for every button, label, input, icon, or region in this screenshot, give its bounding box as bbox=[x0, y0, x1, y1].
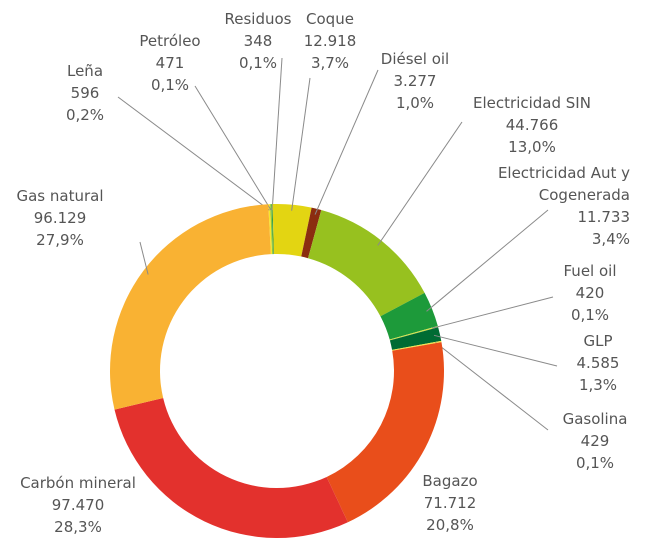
label-name: Coque bbox=[306, 10, 354, 28]
leader-line bbox=[314, 69, 379, 215]
label-value: 96.129 bbox=[33, 209, 87, 227]
label-name: GLP bbox=[583, 332, 613, 350]
leader-line bbox=[194, 85, 272, 211]
leader-line bbox=[291, 77, 311, 211]
segment-label: Carbón mineral 97.470 28,3% bbox=[3, 472, 153, 538]
donut-segment bbox=[268, 204, 273, 255]
label-percent: 3,4% bbox=[591, 230, 630, 248]
donut-segment bbox=[114, 398, 348, 538]
donut-segment bbox=[326, 342, 444, 523]
segment-label: Gas natural 96.129 27,9% bbox=[0, 185, 120, 251]
label-value: 4.585 bbox=[576, 354, 620, 372]
leader-line bbox=[432, 296, 554, 329]
label-name: Electricidad Aut y Cogenerada bbox=[497, 164, 630, 204]
label-value: 471 bbox=[155, 54, 185, 72]
label-percent: 1,0% bbox=[395, 94, 435, 112]
donut-segment bbox=[308, 209, 425, 317]
label-name: Diésel oil bbox=[380, 50, 450, 68]
label-value: 44.766 bbox=[505, 116, 559, 134]
leader-line bbox=[271, 57, 283, 211]
label-name: Gasolina bbox=[562, 410, 628, 428]
label-percent: 0,1% bbox=[238, 54, 278, 72]
donut-segment bbox=[109, 204, 271, 410]
leader-line bbox=[433, 334, 558, 367]
label-value: 12.918 bbox=[303, 32, 357, 50]
label-name: Leña bbox=[66, 62, 104, 80]
leader-line bbox=[435, 342, 549, 431]
donut-segment bbox=[272, 204, 312, 257]
label-percent: 0,1% bbox=[570, 306, 610, 324]
leader-line bbox=[377, 121, 463, 246]
segment-label: Electricidad SIN 44.766 13,0% bbox=[457, 92, 607, 158]
label-value: 348 bbox=[243, 32, 273, 50]
label-name: Gas natural bbox=[16, 187, 104, 205]
label-percent: 0,2% bbox=[65, 106, 105, 124]
donut-segment bbox=[380, 292, 438, 340]
label-name: Petróleo bbox=[139, 32, 201, 50]
label-value: 11.733 bbox=[577, 208, 631, 226]
label-name: Electricidad SIN bbox=[473, 94, 591, 112]
label-percent: 0,1% bbox=[575, 454, 615, 472]
label-percent: 3,7% bbox=[310, 54, 350, 72]
segment-label: Electricidad Aut y Cogenerada 11.733 3,4% bbox=[490, 162, 630, 250]
label-name: Carbón mineral bbox=[20, 474, 136, 492]
label-percent: 13,0% bbox=[508, 138, 556, 156]
segment-label: Bagazo 71.712 20,8% bbox=[405, 470, 495, 536]
label-name: Residuos bbox=[224, 10, 292, 28]
segment-label: Leña 596 0,2% bbox=[40, 60, 130, 126]
segment-label: Petróleo 471 0,1% bbox=[125, 30, 215, 96]
leader-line bbox=[117, 96, 270, 211]
donut-segment bbox=[271, 204, 274, 255]
donut-segment bbox=[301, 207, 322, 259]
label-value: 71.712 bbox=[423, 494, 477, 512]
label-percent: 27,9% bbox=[36, 231, 84, 249]
donut-segment bbox=[389, 327, 442, 350]
segment-label: Coque 12.918 3,7% bbox=[290, 8, 370, 74]
label-percent: 1,3% bbox=[578, 376, 618, 394]
label-name: Fuel oil bbox=[563, 262, 617, 280]
segment-label: Fuel oil 420 0,1% bbox=[550, 260, 630, 326]
label-value: 596 bbox=[70, 84, 100, 102]
label-percent: 20,8% bbox=[426, 516, 474, 534]
segment-label: Diésel oil 3.277 1,0% bbox=[365, 48, 465, 114]
label-value: 429 bbox=[580, 432, 610, 450]
segment-label: Gasolina 429 0,1% bbox=[550, 408, 640, 474]
label-value: 3.277 bbox=[393, 72, 437, 90]
donut-segment bbox=[392, 340, 442, 351]
leader-line bbox=[426, 209, 549, 312]
donut-segment bbox=[270, 204, 274, 255]
donut-segment bbox=[389, 325, 439, 341]
label-percent: 28,3% bbox=[54, 518, 102, 536]
label-name: Bagazo bbox=[422, 472, 478, 490]
label-value: 97.470 bbox=[51, 496, 105, 514]
segment-label: GLP 4.585 1,3% bbox=[558, 330, 638, 396]
label-percent: 0,1% bbox=[150, 76, 190, 94]
label-value: 420 bbox=[575, 284, 605, 302]
segment-label: Residuos 348 0,1% bbox=[213, 8, 303, 74]
leader-line bbox=[139, 241, 149, 275]
